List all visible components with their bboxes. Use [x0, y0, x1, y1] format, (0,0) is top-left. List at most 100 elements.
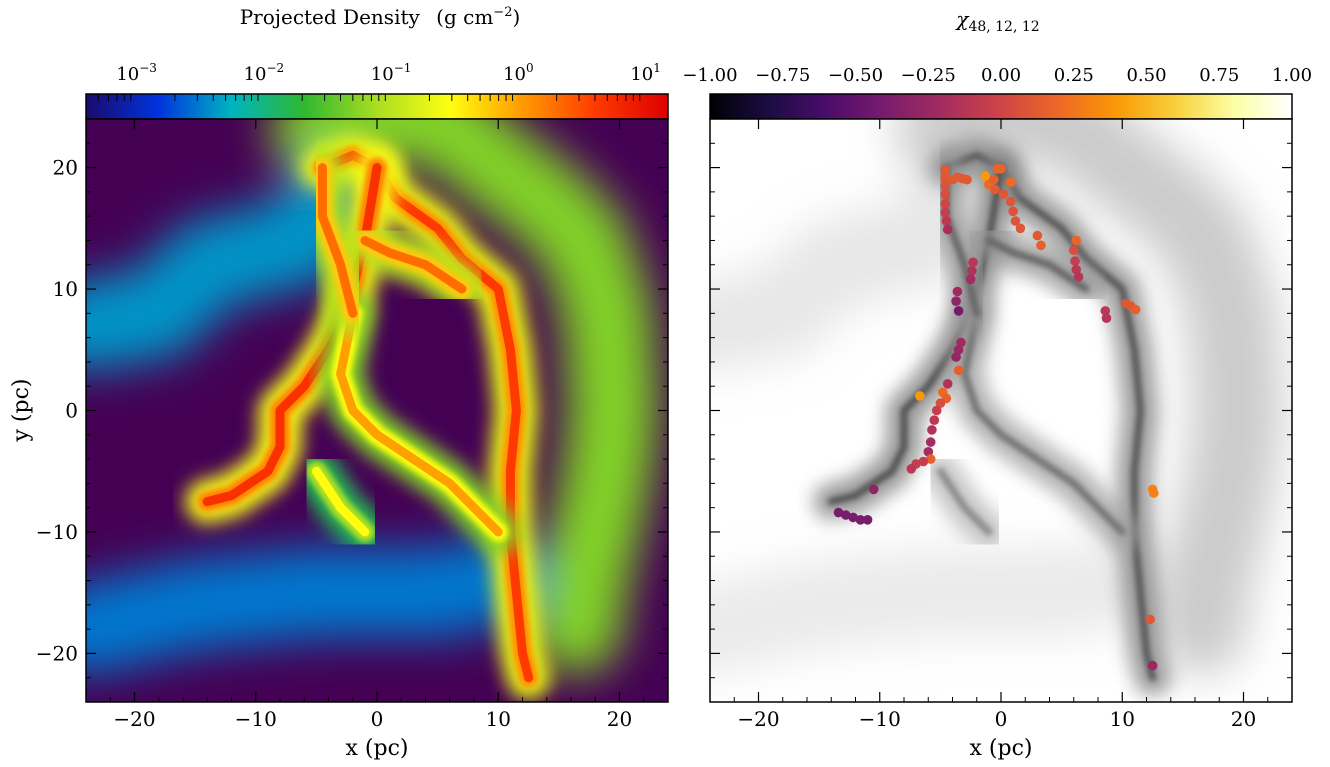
chi-point	[941, 216, 952, 226]
density-colorbar-unit: (g cm	[436, 5, 493, 29]
density-map	[86, 119, 668, 702]
chi-axes-ticks: −20 −10 0 10 20	[709, 118, 1293, 731]
chi-colorbar-tick-label: −1.00	[682, 65, 737, 86]
density-colorbar-tick-base: 10	[503, 64, 526, 85]
density-colorbar-tick-exponent: −2	[266, 61, 284, 75]
chi-point	[1070, 256, 1080, 266]
chi-grey-filament	[985, 237, 1090, 293]
density-y-axis-label: y (pc)	[9, 379, 34, 443]
chi-x-tick-label: 10	[1110, 707, 1135, 731]
chi-panel: χ48, 12, 12 −1.00 −0.75 −0.50 −0.25 0.00 0.25…	[682, 7, 1312, 761]
density-x-tick-label: 10	[486, 707, 511, 731]
density-colorbar-unit-exponent: −2	[493, 5, 512, 20]
density-colorbar-tick-exponent: −3	[139, 61, 157, 75]
chi-point	[927, 425, 937, 435]
chi-point	[1069, 245, 1079, 255]
chi-point	[1071, 235, 1081, 246]
chi-colorbar-tick-labels: −1.00 −0.75 −0.50 −0.25 0.00 0.25 0.50 0.75 1.00	[682, 65, 1312, 86]
chi-x-tick-label: 20	[1231, 707, 1256, 731]
density-panel: Projected Density (g cm−2) 10−3 10−2 10−1 1…	[9, 5, 669, 761]
chi-point	[940, 207, 950, 218]
chi-colorbar-tick-label: 0.75	[1199, 65, 1239, 86]
chi-point	[940, 172, 950, 183]
density-envelope	[86, 535, 544, 675]
chi-scatter-points	[833, 164, 1159, 671]
chi-point	[931, 405, 942, 416]
density-x-axis-label: x (pc)	[346, 736, 409, 761]
chi-point	[868, 484, 879, 495]
chi-colorbar-tick-label: 1.00	[1272, 65, 1312, 86]
chi-point	[953, 306, 964, 316]
chi-point	[1130, 304, 1141, 315]
density-colorbar-tick-label: 101	[630, 61, 661, 85]
chi-point	[951, 352, 961, 362]
chi-point	[918, 456, 929, 467]
chi-grey-envelope	[895, 119, 1283, 675]
density-x-tick-label: −10	[235, 707, 277, 731]
chi-grey-envelope	[710, 159, 998, 371]
density-colorbar-tick-base: 10	[371, 64, 394, 85]
chi-point	[923, 447, 934, 457]
density-axes-ticks: −20 −10 0 10 20 20 10 0 −10 −20	[36, 118, 669, 731]
chi-colorbar-symbol: χ	[954, 7, 970, 31]
chi-point	[925, 454, 936, 464]
density-colorbar-tick-exponent: 1	[653, 61, 661, 75]
chi-point	[962, 174, 972, 185]
chi-point	[942, 224, 953, 235]
density-colorbar-tick-base: 10	[630, 64, 653, 85]
density-x-tick-label: 20	[607, 707, 632, 731]
chi-colorbar-title: χ48, 12, 12	[954, 7, 1039, 35]
chi-colorbar-subscript: 48, 12, 12	[968, 19, 1039, 35]
chi-grey-envelope-layer	[710, 119, 1283, 675]
chi-point	[1008, 206, 1018, 217]
chi-grey-filament	[936, 467, 993, 536]
density-colorbar-tick-label: 10−2	[244, 61, 285, 85]
density-colorbar-tick-exponent: −1	[394, 61, 412, 75]
density-y-tick-label: 10	[53, 277, 78, 301]
chi-point	[929, 415, 940, 426]
chi-point	[967, 266, 977, 276]
chi-x-tick-label: −20	[737, 707, 779, 731]
chi-point	[925, 437, 936, 447]
chi-colorbar-tick-label: −0.75	[755, 65, 810, 86]
chi-x-axis-label: x (pc)	[970, 736, 1033, 761]
chi-colorbar-tick-label: 0.25	[1054, 65, 1094, 86]
chi-point	[1005, 196, 1016, 207]
chi-point	[988, 174, 999, 185]
density-colorbar-tick-label: 10−1	[371, 61, 412, 85]
density-y-tick-label: 20	[53, 156, 78, 180]
chi-point	[1149, 488, 1159, 498]
density-filament	[311, 466, 370, 537]
chi-point	[915, 391, 925, 401]
chi-x-tick-label: 0	[995, 707, 1008, 731]
chi-point	[1145, 614, 1155, 625]
chi-point	[965, 274, 976, 285]
chi-point	[980, 171, 990, 181]
density-envelope	[271, 119, 659, 675]
density-y-tick-label: 0	[65, 399, 78, 423]
chi-point	[951, 296, 961, 307]
density-filament	[360, 236, 467, 294]
chi-point	[968, 257, 978, 268]
chi-point	[953, 345, 964, 355]
chi-point	[1010, 216, 1021, 226]
chi-colorbar	[709, 93, 1293, 120]
chi-colorbar-tick-label: −0.25	[901, 65, 956, 86]
density-colorbar-tick-exponent: 0	[526, 61, 534, 75]
chi-point	[1147, 660, 1158, 671]
density-filament-layer	[185, 133, 551, 700]
chi-point	[940, 165, 950, 175]
chi-point	[855, 515, 866, 525]
chi-point	[990, 184, 1000, 195]
chi-point	[996, 164, 1006, 174]
chi-point	[1032, 230, 1043, 241]
chi-grey-filament	[961, 309, 1126, 536]
chi-point	[906, 464, 917, 474]
chi-colorbar-tick-label: −0.50	[828, 65, 883, 86]
chi-point	[1005, 177, 1016, 187]
chi-colorbar-tick-label: 0.50	[1126, 65, 1166, 86]
chi-point	[942, 379, 953, 389]
chi-point	[1015, 223, 1026, 234]
density-colorbar-unit-close: )	[512, 5, 520, 29]
